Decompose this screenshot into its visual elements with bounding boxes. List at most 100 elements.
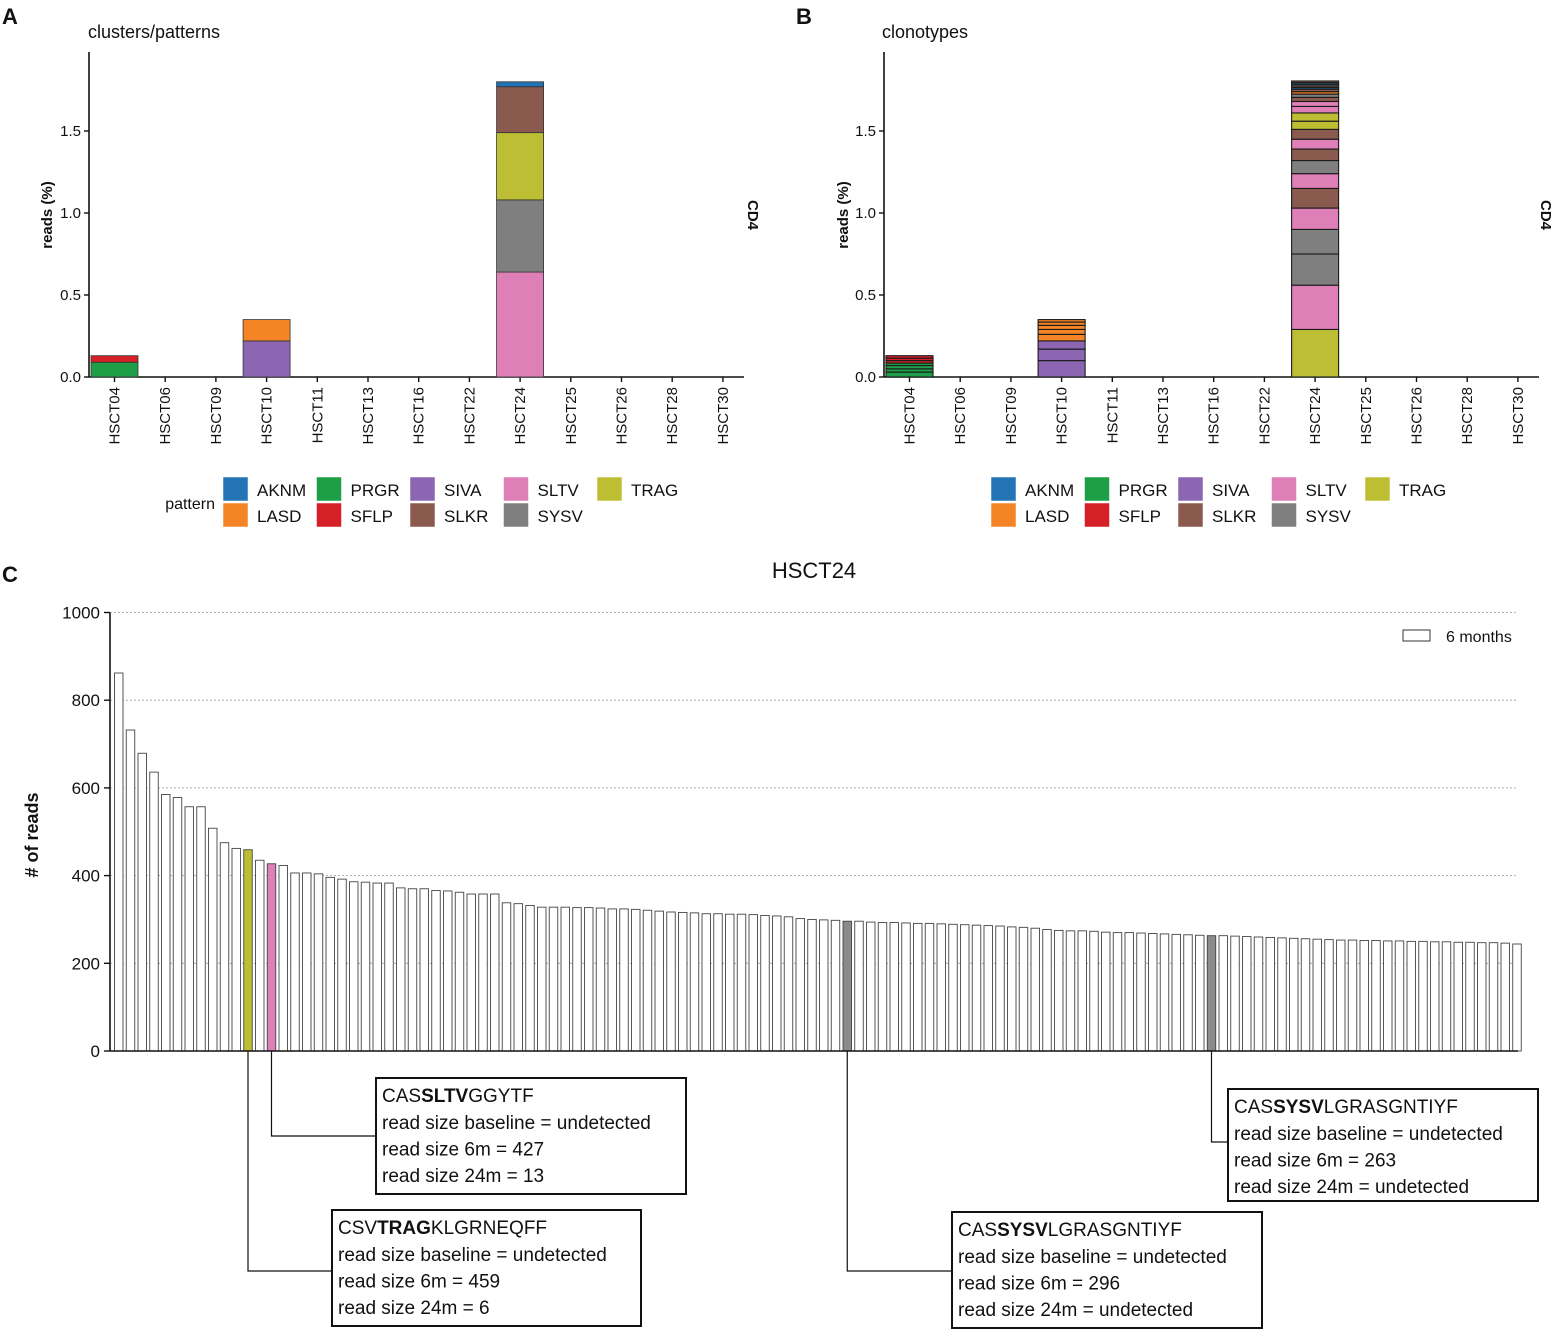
chart-c-bar xyxy=(1253,936,1264,1052)
chart-c-bar xyxy=(795,918,805,1052)
chart-c-bar xyxy=(137,752,147,1052)
sequence-prefix: CSV xyxy=(338,1218,377,1239)
annotation-line: read size baseline = undetected xyxy=(382,1113,651,1134)
sequence-motif: SYSV xyxy=(997,1220,1048,1241)
chart-c-bar xyxy=(666,911,676,1052)
chart-b-bar-HSCT10-lasd xyxy=(1037,333,1086,342)
chart-c-bar xyxy=(678,911,688,1052)
chart-c-bar xyxy=(525,904,535,1052)
chart-c-bar xyxy=(1218,935,1228,1052)
chart-c-bar xyxy=(877,922,888,1052)
chart-c-bar xyxy=(1300,938,1311,1052)
legend-a-swatch-prgr xyxy=(316,476,342,502)
chart-c-ytick-label: 1000 xyxy=(62,604,100,623)
chart-c-bar xyxy=(548,906,559,1052)
sequence-suffix: GGYTF xyxy=(468,1086,533,1107)
legend-a: AKNM LASD PRGR SFLP SIVA SLKR SLTV SYSV TRAG xyxy=(222,476,678,528)
chart-a-ytick-label: 1.0 xyxy=(60,205,81,222)
chart-c-bar xyxy=(1101,931,1111,1052)
chart-c-bar xyxy=(1148,933,1158,1052)
annotation-box xyxy=(331,1209,642,1327)
panel-a-side-label: CD4 xyxy=(744,200,761,231)
chart-c-bar xyxy=(1242,936,1252,1052)
chart-c-ytick-label: 400 xyxy=(72,867,100,886)
legend-a-swatch-trag xyxy=(596,476,623,502)
panel-b-title: clonotypes xyxy=(882,22,968,42)
legend-a-label-aknm: AKNM xyxy=(257,481,306,500)
chart-c-bar xyxy=(772,915,782,1052)
legend-a-swatch-sysv xyxy=(503,502,529,528)
chart-c-bar xyxy=(560,906,570,1052)
chart-b-ytick-label: 1.5 xyxy=(855,123,876,140)
chart-b-xtick-label: HSCT13 xyxy=(1155,387,1172,445)
panel-c-title: HSCT24 xyxy=(772,558,856,583)
chart-a-xtick-label: HSCT13 xyxy=(360,387,377,445)
sequence-motif: SLTV xyxy=(421,1086,468,1107)
chart-b-bar-HSCT24-slkr xyxy=(1291,96,1340,103)
chart-c-bar xyxy=(642,909,653,1052)
legend-a-title: pattern xyxy=(165,496,215,513)
annotation-box xyxy=(951,1211,1263,1329)
sequence-prefix: CAS xyxy=(382,1086,421,1107)
annotation-connector xyxy=(247,1051,332,1272)
chart-a-xtick-label: HSCT04 xyxy=(107,387,124,445)
legend-a-label-siva: SIVA xyxy=(444,481,482,500)
panel-b-side-label: CD4 xyxy=(1537,200,1554,231)
panel-a-letter: A xyxy=(2,4,18,29)
legend-b-label-sltv: SLTV xyxy=(1306,481,1348,500)
annotation-line: read size 6m = 296 xyxy=(958,1274,1120,1295)
annotation-line: read size 6m = 427 xyxy=(382,1140,544,1161)
chart-c-bar xyxy=(396,887,406,1052)
chart-c-bar xyxy=(1336,939,1346,1052)
chart-b-bar-HSCT10-lasd xyxy=(1037,328,1086,335)
chart-b-bar-HSCT24-trag xyxy=(1291,120,1340,130)
chart-c-bar xyxy=(854,920,864,1052)
legend-a-label-slkr: SLKR xyxy=(444,507,488,526)
chart-a-xtick-label: HSCT10 xyxy=(259,387,276,445)
panel-a-title: clusters/patterns xyxy=(88,22,220,42)
legend-b-swatch-sysv xyxy=(1271,502,1297,528)
chart-b-bar-HSCT04-prgr xyxy=(885,371,934,378)
chart-c-bar xyxy=(1030,927,1040,1052)
chart-a-xtick-label: HSCT26 xyxy=(614,387,631,445)
chart-b-xtick-label: HSCT28 xyxy=(1459,387,1476,445)
chart-c-bar xyxy=(302,872,312,1052)
chart-c-bar xyxy=(701,913,711,1052)
legend-a-swatch-slkr xyxy=(409,502,436,528)
chart-c-bar xyxy=(360,881,371,1052)
legend-b-label-sysv: SYSV xyxy=(1306,507,1352,526)
legend-c-swatch xyxy=(1402,629,1431,642)
chart-c-bar xyxy=(889,922,899,1052)
legend-c-label: 6 months xyxy=(1446,629,1512,646)
chart-c-bar xyxy=(913,922,923,1052)
chart-c-bar xyxy=(819,919,829,1052)
chart-c-bar xyxy=(490,893,500,1052)
chart-b-bar-HSCT24-sltv xyxy=(1291,284,1340,330)
chart-b-bar-HSCT24-sltv xyxy=(1291,173,1340,189)
chart-c-bar xyxy=(960,924,970,1052)
chart-b-xtick-label: HSCT10 xyxy=(1054,387,1071,445)
chart-a-xtick-label: HSCT06 xyxy=(157,387,174,445)
chart-c-bar xyxy=(1265,936,1275,1052)
chart-b-xtick-label: HSCT06 xyxy=(952,387,969,445)
legend-a-label-sflp: SFLP xyxy=(351,507,394,526)
chart-c-bar xyxy=(1406,940,1416,1052)
chart-c-bar xyxy=(807,919,817,1052)
sequence-motif: SYSV xyxy=(1273,1097,1324,1118)
sequence-suffix: LGRASGNTIYF xyxy=(1324,1097,1458,1118)
chart-c-bar xyxy=(278,865,288,1052)
chart-c-bar xyxy=(983,925,993,1052)
chart-c-bar xyxy=(454,891,465,1052)
chart-c-bar xyxy=(748,914,758,1052)
chart-b-bar-HSCT10-siva xyxy=(1037,340,1086,350)
sequence-suffix: KLGRNEQFF xyxy=(431,1218,547,1239)
chart-a-bar-HSCT04-prgr xyxy=(90,361,139,378)
chart-c-bar xyxy=(1512,943,1522,1052)
chart-a-bar-HSCT24-sysv xyxy=(496,199,545,273)
chart-a-xtick-label: HSCT24 xyxy=(512,387,529,445)
chart-c-bar xyxy=(1465,941,1475,1052)
chart-c-ytick-label: 800 xyxy=(72,691,100,710)
chart-b-xtick-label: HSCT24 xyxy=(1307,387,1324,445)
chart-a-ytick-label: 0.0 xyxy=(60,369,81,386)
chart-a-bar-HSCT24-slkr xyxy=(496,86,545,134)
